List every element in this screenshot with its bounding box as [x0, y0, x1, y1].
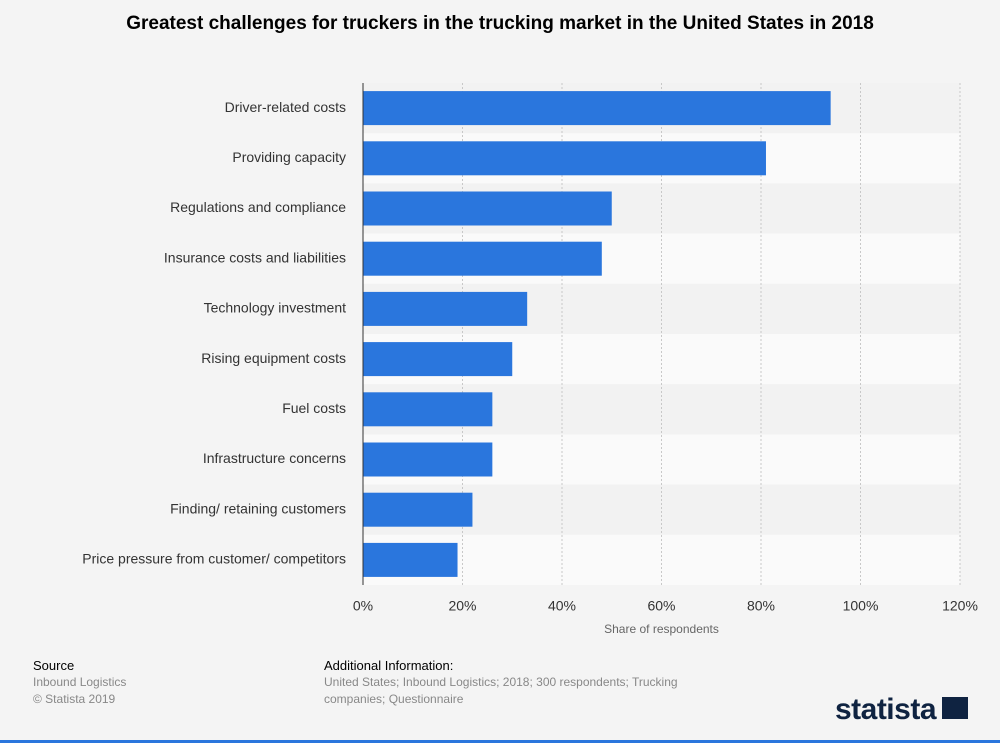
- logo: statista: [835, 692, 968, 727]
- x-axis-label: Share of respondents: [604, 622, 719, 636]
- y-tick-label: Fuel costs: [282, 400, 346, 416]
- info-text: United States; Inbound Logistics; 2018; …: [324, 675, 678, 706]
- bottom-line: [0, 740, 1000, 743]
- y-tick-label: Finding/ retaining customers: [170, 500, 346, 516]
- bar: [363, 542, 458, 577]
- bar: [363, 91, 831, 126]
- source: Source Inbound Logistics © Statista 2019: [33, 657, 126, 708]
- info-heading: Additional Information:: [324, 658, 454, 673]
- y-tick-label: Infrastructure concerns: [203, 450, 346, 466]
- x-tick-label: 20%: [448, 598, 476, 614]
- bar: [363, 291, 528, 326]
- bar: [363, 191, 612, 226]
- additional-info: Additional Information: United States; I…: [324, 657, 704, 708]
- x-tick-label: 60%: [647, 598, 675, 614]
- x-tick-label: 40%: [548, 598, 576, 614]
- bar: [363, 141, 766, 176]
- logo-icon: [942, 697, 968, 719]
- y-tick-label: Regulations and compliance: [170, 199, 346, 215]
- x-tick-label: 0%: [353, 598, 373, 614]
- chart: 0% 20% 40% 60% 80% 100% 120% Share of responden…: [82, 83, 978, 636]
- bar: [363, 241, 602, 276]
- bar: [363, 492, 473, 527]
- x-tick-label: 100%: [843, 598, 879, 614]
- y-tick-label: Insurance costs and liabilities: [164, 249, 346, 265]
- x-tick-label: 80%: [747, 598, 775, 614]
- y-tick-label: Technology investment: [204, 300, 347, 316]
- source-heading: Source: [33, 658, 75, 673]
- bar: [363, 442, 493, 477]
- chart-title: Greatest challenges for truckers in the …: [126, 13, 874, 34]
- logo-text: statista: [834, 693, 937, 726]
- bar: [363, 342, 513, 377]
- y-tick-label: Driver-related costs: [225, 99, 346, 115]
- x-tick-label: 120%: [942, 598, 978, 614]
- y-tick-label: Rising equipment costs: [201, 350, 346, 366]
- source-line: © Statista 2019: [33, 692, 116, 706]
- source-line: Inbound Logistics: [33, 675, 127, 689]
- y-tick-label: Providing capacity: [232, 149, 346, 165]
- bar: [363, 392, 493, 427]
- y-tick-label: Price pressure from customer/ competitor…: [82, 551, 346, 567]
